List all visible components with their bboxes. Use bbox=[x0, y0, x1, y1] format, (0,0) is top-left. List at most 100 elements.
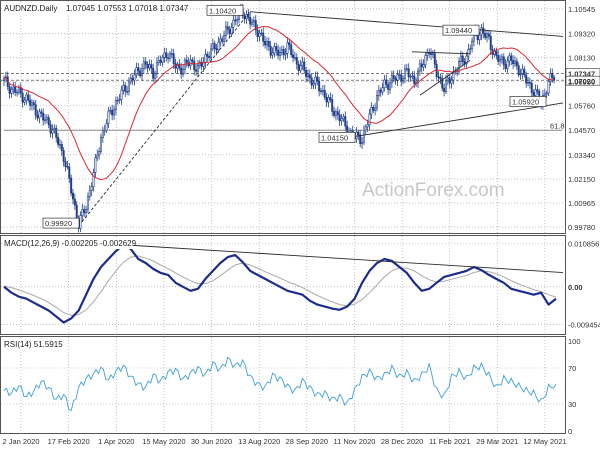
candle-body bbox=[215, 48, 218, 51]
candle-body bbox=[170, 53, 173, 55]
candle-body bbox=[471, 40, 474, 50]
candle-body bbox=[357, 131, 360, 136]
candle-body bbox=[458, 61, 461, 72]
candle-body bbox=[178, 63, 181, 69]
price-y-tick: 1.06950 bbox=[568, 78, 595, 87]
candle-body bbox=[30, 102, 33, 106]
candle-body bbox=[321, 89, 324, 92]
rsi-y-tick: 30 bbox=[568, 400, 576, 409]
candle-body bbox=[34, 104, 37, 116]
candle-body bbox=[47, 117, 50, 126]
candle-body bbox=[407, 68, 410, 78]
candle-body bbox=[44, 119, 47, 121]
candle-body bbox=[525, 74, 528, 84]
candle-body bbox=[45, 117, 48, 121]
candle-body bbox=[223, 35, 226, 42]
candle-body bbox=[312, 83, 315, 86]
price-layer bbox=[2, 3, 556, 233]
candle-body bbox=[284, 53, 287, 56]
candle-body bbox=[86, 196, 89, 210]
candle-body bbox=[459, 55, 462, 62]
x-tick-label: 29 Mar 2021 bbox=[476, 437, 518, 446]
candle-body bbox=[329, 97, 332, 100]
candle-body bbox=[510, 55, 513, 61]
candle-body bbox=[336, 111, 339, 116]
candle-body bbox=[189, 59, 192, 66]
candle-body bbox=[342, 116, 345, 120]
second-price-tag-box bbox=[565, 75, 600, 86]
candle-body bbox=[265, 40, 268, 46]
candle-body bbox=[370, 107, 373, 115]
candle-body bbox=[109, 109, 112, 112]
candle-body bbox=[334, 111, 337, 116]
candle-body bbox=[96, 154, 99, 159]
candle-body bbox=[515, 60, 518, 67]
candle-body bbox=[139, 70, 142, 77]
x-tick-label: 12 May 2021 bbox=[523, 437, 566, 446]
rsi-panel-frame bbox=[0, 336, 566, 434]
candle-body bbox=[75, 204, 78, 220]
candle-body bbox=[392, 75, 395, 79]
candle-body bbox=[200, 61, 203, 67]
fib-label: 61.8 bbox=[550, 121, 565, 130]
candle-body bbox=[111, 109, 114, 116]
candle-body bbox=[251, 21, 254, 25]
candle-body bbox=[372, 107, 375, 111]
candle-body bbox=[349, 130, 352, 133]
candle-body bbox=[366, 124, 369, 128]
lower-support-trendline bbox=[355, 102, 564, 137]
macd-panel-frame bbox=[0, 235, 566, 335]
candle-body bbox=[292, 54, 295, 59]
candle-body bbox=[521, 68, 524, 75]
candle-body bbox=[182, 68, 185, 75]
candle-body bbox=[269, 46, 272, 56]
candle-body bbox=[508, 55, 511, 62]
candle-body bbox=[249, 17, 252, 25]
candle-body bbox=[150, 64, 153, 69]
candle-body bbox=[527, 82, 530, 84]
candle-body bbox=[532, 92, 535, 96]
candle-body bbox=[29, 99, 32, 106]
candle-body bbox=[230, 27, 233, 35]
candle-body bbox=[271, 52, 274, 56]
price-y-tick: 1.00965 bbox=[568, 199, 595, 208]
candle-body bbox=[262, 32, 265, 42]
candle-body bbox=[318, 80, 321, 92]
rsi-line bbox=[3, 356, 557, 412]
candle-body bbox=[405, 68, 408, 70]
candle-body bbox=[290, 44, 293, 56]
price-y-tick: 0.99780 bbox=[568, 223, 595, 232]
candle-body bbox=[426, 52, 429, 56]
candle-body bbox=[489, 35, 492, 50]
macd-divergence-trendline bbox=[123, 244, 564, 273]
candle-body bbox=[461, 55, 464, 63]
candle-body bbox=[446, 77, 449, 81]
candle-body bbox=[176, 63, 179, 69]
candle-body bbox=[94, 157, 97, 173]
candle-body bbox=[512, 60, 515, 65]
candle-body bbox=[424, 55, 427, 65]
candle-body bbox=[167, 57, 170, 59]
rsi-y-tick: 100 bbox=[568, 337, 581, 346]
axis-layer: 1.10545 1.09320 1.08130 1.06950 1.05760 1.045… bbox=[2, 5, 600, 446]
candle-body bbox=[148, 64, 151, 69]
candle-body bbox=[127, 81, 130, 92]
candle-body bbox=[359, 134, 362, 144]
candle-body bbox=[12, 86, 15, 90]
candle-body bbox=[338, 114, 341, 122]
candle-body bbox=[38, 111, 41, 119]
flag-top-line bbox=[411, 51, 471, 55]
candle-body bbox=[236, 19, 239, 22]
x-tick-label: 28 Sep 2020 bbox=[286, 437, 329, 446]
moving-average-line bbox=[3, 25, 555, 181]
feb-high-annotation: 1.09440 bbox=[445, 26, 472, 35]
candle-body bbox=[155, 62, 158, 74]
candle-body bbox=[288, 42, 291, 46]
high-annotation-box bbox=[206, 4, 244, 16]
candle-body bbox=[105, 123, 108, 131]
x-tick-label: 2 Jan 2020 bbox=[2, 437, 39, 446]
low-annotation-box bbox=[318, 132, 356, 143]
candle-body bbox=[297, 63, 300, 71]
candle-body bbox=[232, 19, 235, 28]
